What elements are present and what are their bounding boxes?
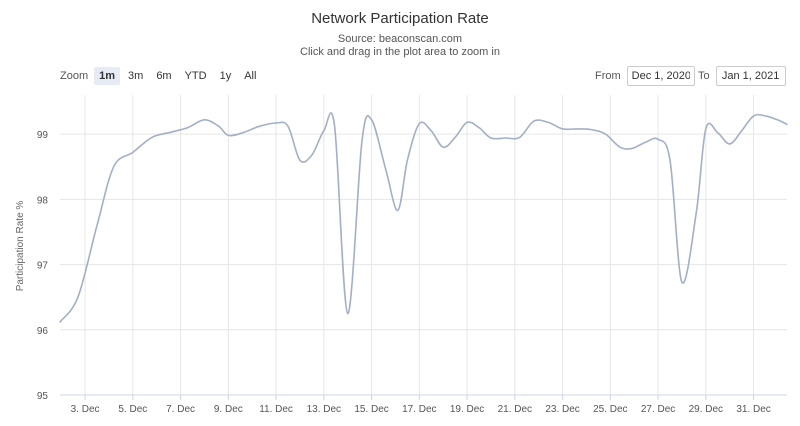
chart-subtitle-source: Source: beaconscan.com xyxy=(337,33,463,45)
x-tick-label: 11. Dec xyxy=(259,404,293,415)
y-tick-label: 95 xyxy=(37,391,49,402)
series-line-participation-rate[interactable] xyxy=(59,112,788,323)
range-from-label: From xyxy=(595,70,621,82)
range-from-input[interactable] xyxy=(626,66,695,86)
zoom-label: Zoom xyxy=(60,70,89,82)
x-tick-label: 15. Dec xyxy=(354,404,388,415)
x-tick-label: 21. Dec xyxy=(498,404,532,415)
range-to-input[interactable] xyxy=(715,66,786,86)
y-tick-label: 99 xyxy=(37,130,49,141)
x-tick-label: 17. Dec xyxy=(402,404,436,415)
x-axis: 3. Dec 5. Dec 7. Dec 9. Dec 11. Dec 13. Dec 15… xyxy=(60,394,787,415)
zoom-3m-button[interactable]: 3m xyxy=(128,70,144,82)
x-tick-label: 3. Dec xyxy=(71,404,100,415)
x-tick-label: 13. Dec xyxy=(307,404,341,415)
range-to-group: To xyxy=(698,66,786,86)
range-to-label: To xyxy=(698,70,710,82)
y-axis-label: Participation Rate % xyxy=(15,201,26,292)
zoom-ytd-button[interactable]: YTD xyxy=(184,70,207,82)
x-tick-label: 5. Dec xyxy=(118,404,147,415)
y-tick-label: 97 xyxy=(37,261,49,272)
zoom-all-button[interactable]: All xyxy=(244,70,257,82)
chart-title: Network Participation Rate xyxy=(311,10,489,27)
chart-subtitle-hint: Click and drag in the plot area to zoom … xyxy=(300,46,500,58)
zoom-6m-button[interactable]: 6m xyxy=(156,70,172,82)
x-tick-label: 29. Dec xyxy=(689,404,723,415)
y-tick-label: 96 xyxy=(37,326,49,337)
series-group xyxy=(59,112,788,323)
x-tick-label: 9. Dec xyxy=(214,404,243,415)
x-tick-label: 7. Dec xyxy=(166,404,195,415)
x-tick-label: 27. Dec xyxy=(641,404,675,415)
y-axis: 95 96 97 98 99 xyxy=(37,130,49,402)
zoom-selector: Zoom 1m 3m 6m YTD 1y All xyxy=(60,67,264,85)
zoom-1m-button[interactable]: 1m xyxy=(94,67,121,85)
zoom-1y-button[interactable]: 1y xyxy=(219,70,232,82)
x-tick-label: 23. Dec xyxy=(545,404,579,415)
x-tick-label: 19. Dec xyxy=(450,404,484,415)
x-tick-label: 31. Dec xyxy=(736,404,770,415)
y-tick-label: 98 xyxy=(37,195,49,206)
x-tick-label: 25. Dec xyxy=(593,404,627,415)
range-from-group: From xyxy=(595,66,695,86)
